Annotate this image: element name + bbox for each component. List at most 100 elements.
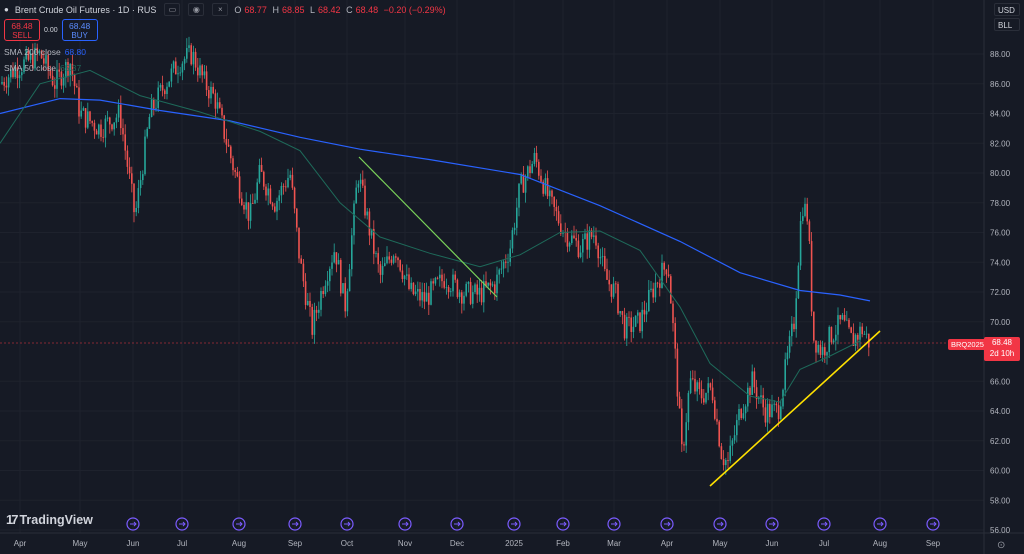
candle-body	[335, 252, 338, 265]
price-tick-label: 76.00	[990, 229, 1011, 238]
low-value: 68.42	[318, 4, 341, 15]
candle-body	[676, 348, 679, 397]
candle-body	[463, 295, 465, 304]
candle-body	[683, 444, 685, 446]
candle-body	[69, 63, 71, 77]
currency-select[interactable]: USD	[994, 3, 1020, 16]
low-label: L	[310, 4, 316, 15]
candle-body	[531, 163, 533, 174]
candle-body	[685, 422, 687, 446]
candle-body	[630, 317, 632, 333]
candle-body	[571, 235, 573, 244]
candle-body	[703, 398, 705, 403]
candle-body	[333, 252, 335, 263]
candle-body	[601, 256, 604, 258]
time-tick-label: Mar	[607, 539, 621, 548]
candle-body	[192, 51, 195, 65]
candle-body	[65, 62, 67, 78]
candle-body	[824, 347, 826, 356]
event-marker-icon	[398, 517, 412, 531]
candle-body	[522, 174, 525, 193]
candle-body	[232, 158, 234, 171]
indicator-value: 68.80	[64, 47, 86, 57]
candle-body	[443, 281, 445, 288]
candle-body	[707, 383, 709, 393]
candle-body	[529, 166, 531, 174]
price-axis[interactable]: 88.00 86.00 84.00 82.00 80.00 78.00 76.00 74.00…	[990, 50, 1011, 535]
candle-body	[505, 261, 507, 263]
candle-body	[502, 261, 505, 269]
candle-body	[599, 257, 602, 259]
time-tick-label: Oct	[341, 539, 354, 548]
time-tick-label: May	[712, 539, 727, 548]
time-tick-label: Jun	[127, 539, 140, 548]
sma200-line	[0, 97, 871, 302]
candle-body	[155, 107, 157, 109]
candle-body	[542, 181, 544, 194]
candle-body	[390, 259, 393, 263]
candle-body	[859, 326, 861, 340]
candle-body	[815, 340, 817, 353]
candle-body	[278, 195, 280, 201]
candle-body	[513, 227, 516, 231]
time-tick-label: Jul	[177, 539, 187, 548]
candle-body	[577, 240, 580, 258]
buy-button[interactable]: 68.48 BUY	[61, 19, 98, 41]
candle-body	[186, 48, 188, 59]
candle-body	[23, 59, 25, 73]
candle-body	[753, 371, 756, 388]
candle-body	[582, 238, 584, 253]
candle-body	[615, 283, 617, 285]
candle-body	[832, 340, 835, 343]
candle-body	[144, 136, 146, 175]
price-tick-label: 84.00	[990, 110, 1011, 119]
candle-body	[744, 406, 747, 414]
time-tick-label: 2025	[505, 539, 523, 548]
candle-body	[381, 266, 384, 275]
indicator-sma50[interactable]: SMA 50 close 65.37	[4, 63, 81, 73]
candle-body	[421, 292, 423, 301]
price-tick-label: 86.00	[990, 80, 1011, 89]
indicator-value: 65.37	[59, 63, 82, 73]
candle-body	[478, 287, 481, 295]
candle-body	[441, 274, 443, 282]
high-label: H	[272, 4, 279, 15]
candle-body	[775, 403, 778, 406]
candle-body	[188, 45, 190, 49]
candle-body	[689, 378, 692, 394]
candle-body	[287, 177, 289, 188]
candle-body	[230, 146, 232, 159]
candle-body	[32, 53, 34, 69]
candle-body	[674, 323, 676, 349]
candle-body	[641, 309, 643, 332]
time-tick-label: Sep	[288, 539, 303, 548]
eye-icon[interactable]: ◉	[188, 3, 205, 16]
candle-body	[47, 55, 49, 71]
time-axis[interactable]: Apr May Jun Jul Aug Sep Oct Nov Dec 2025 Feb Mar Apr…	[14, 539, 941, 548]
symbol-title[interactable]: Brent Crude Oil Futures · 1D · RUS	[14, 4, 157, 15]
candle-body	[740, 409, 742, 419]
candle-body	[483, 281, 485, 303]
trendline-up[interactable]	[709, 330, 881, 487]
indicator-sma200[interactable]: SMA 200 close 68.80	[4, 47, 86, 57]
high-value: 68.85	[281, 4, 305, 15]
tradingview-logo[interactable]: 17 TradingView	[6, 512, 93, 527]
time-axis-settings-icon[interactable]: ⊙	[997, 540, 1006, 551]
trendline-down[interactable]	[358, 156, 498, 298]
candle-body	[208, 90, 210, 99]
price-tick-label: 56.00	[990, 526, 1011, 535]
close-icon[interactable]: ×	[212, 3, 229, 16]
candle-body	[584, 233, 586, 239]
candle-body	[632, 326, 635, 333]
candle-body	[518, 183, 520, 208]
candle-body	[25, 50, 27, 60]
chart-header: ● Brent Crude Oil Futures · 1D · RUS ▭ ◉…	[4, 3, 449, 16]
candle-body	[848, 319, 850, 328]
candle-body	[16, 67, 19, 79]
unit-select[interactable]: BLL	[994, 18, 1020, 31]
candle-body	[788, 336, 791, 353]
sell-button[interactable]: 68.48 SELL	[4, 19, 40, 41]
flag-icon[interactable]: ▭	[164, 3, 181, 16]
event-marker-icon	[126, 517, 140, 531]
